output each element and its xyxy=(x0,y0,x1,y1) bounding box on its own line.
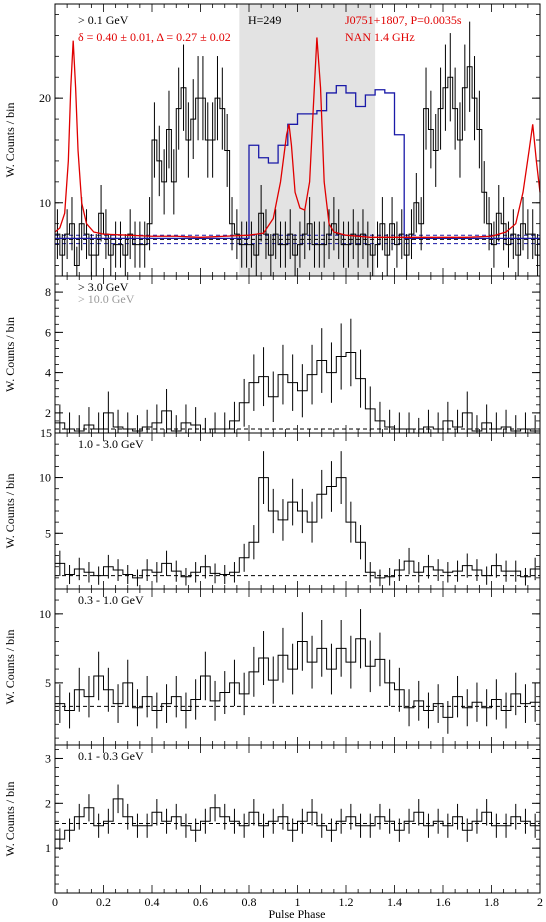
x-tick-label: 1.2 xyxy=(339,895,354,909)
panel-1-y-axis-label: W. Counts / bin xyxy=(3,103,17,178)
panel-2-energy-label-high: > 10.0 GeV xyxy=(78,292,135,306)
x-tick-label: 1.4 xyxy=(387,895,402,909)
x-tick-label: 0 xyxy=(52,895,58,909)
gamma-histogram xyxy=(55,351,540,434)
panel-3-plot-area: 5 10 xyxy=(39,432,541,590)
y-tick-label: 1 xyxy=(45,841,51,855)
panel-4-energy-label: 0.3 - 1.0 GeV xyxy=(78,593,144,607)
y-tick-label: 2 xyxy=(45,796,51,810)
panel-1-radio-label: NAN 1.4 GHz xyxy=(345,30,415,44)
radio-profile-curve xyxy=(54,37,541,238)
panel-above-3.0-gev: 2 4 6 8 W. Counts / bin > 3.0 GeV > 10.0 Ge… xyxy=(3,275,541,440)
x-tick-label: 0.2 xyxy=(96,895,111,909)
y-tick-label: 8 xyxy=(45,285,51,299)
panel-1.0-3.0-gev: 5 10 W. Counts / bin 1.0 - 3.0 GeV xyxy=(3,432,541,590)
x-tick-label: 0.6 xyxy=(193,895,208,909)
panel-2-plot-area: 2 4 6 8 xyxy=(45,276,541,434)
gamma-model-curve xyxy=(55,84,540,239)
gamma-histogram xyxy=(55,798,540,840)
panel-1-energy-label: > 0.1 GeV xyxy=(78,13,129,27)
y-tick-label: 5 xyxy=(45,526,51,540)
y-tick-label: 4 xyxy=(45,366,51,380)
x-axis-ticks: 0 0.2 0.4 0.6 0.8 1 1.2 1.4 1.6 1.8 2 xyxy=(52,895,543,909)
panel-5-y-axis-label: W. Counts / bin xyxy=(3,782,17,857)
y-tick-label: 5 xyxy=(45,676,51,690)
panel-2-energy-label: > 3.0 GeV xyxy=(78,280,129,294)
panel-2-y-axis-label: W. Counts / bin xyxy=(3,317,17,392)
x-tick-label: 0.4 xyxy=(145,895,160,909)
x-tick-label: 1.6 xyxy=(436,895,451,909)
panel-1-h-statistic-label: H=249 xyxy=(248,13,281,27)
x-tick-label: 0.8 xyxy=(242,895,257,909)
y-tick-label: 2 xyxy=(45,406,51,420)
x-axis-label: Pulse Phase xyxy=(269,907,326,921)
panel-3-energy-label: 1.0 - 3.0 GeV xyxy=(78,437,144,451)
panel-0.3-1.0-gev: 5 10 W. Counts / bin 0.3 - 1.0 GeV xyxy=(3,588,541,746)
panel-4-plot-area: 5 10 xyxy=(39,589,541,745)
y-tick-label: 3 xyxy=(45,751,51,765)
panel-1-pulsar-label: J0751+1807, P=0.0035s xyxy=(345,13,462,27)
y-tick-label: 20 xyxy=(39,91,51,105)
gamma-histogram xyxy=(55,66,540,267)
y-tick-label: 6 xyxy=(45,325,51,339)
panel-5-frame xyxy=(54,744,541,894)
y-tick-label: 10 xyxy=(39,471,51,485)
panel-above-0.1-gev: 10 20 W. Counts / bin > 0.1 GeV δ = 0.40 … xyxy=(3,3,541,277)
panel-3-y-axis-label: W. Counts / bin xyxy=(3,474,17,549)
panel-2-extra-tick-label: 15 xyxy=(40,426,52,440)
y-tick-label: 10 xyxy=(39,196,51,210)
panel-4-y-axis-label: W. Counts / bin xyxy=(3,630,17,705)
x-tick-label: 1 xyxy=(295,895,301,909)
panel-1-plot-area: 10 20 xyxy=(39,4,541,276)
panel-5-energy-label: 0.1 - 0.3 GeV xyxy=(78,749,144,763)
y-tick-label: 10 xyxy=(39,607,51,621)
panel-1-fit-label: δ = 0.40 ± 0.01, Δ = 0.27 ± 0.02 xyxy=(78,30,231,44)
x-tick-label: 1.8 xyxy=(484,895,499,909)
panel-0.1-0.3-gev: 1 2 3 W. Counts / bin 0.1 - 0.3 GeV xyxy=(3,744,541,894)
gamma-histogram xyxy=(55,477,540,579)
x-tick-label: 2 xyxy=(537,895,543,909)
panel-5-plot-area: 1 2 3 xyxy=(45,745,541,894)
